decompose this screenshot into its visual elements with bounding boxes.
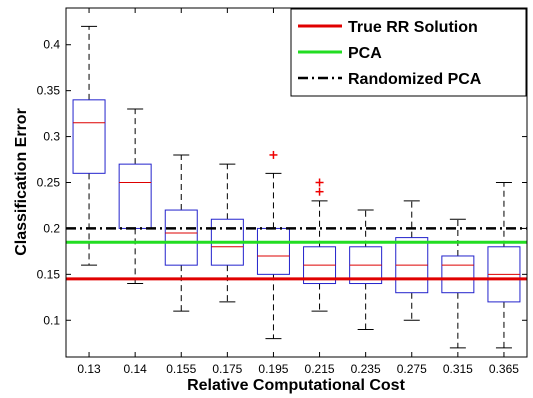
x-tick-label: 0.275 <box>397 362 427 376</box>
box-0.155 <box>164 154 198 312</box>
outlier-marker <box>315 187 324 196</box>
y-tick-label: 0.15 <box>37 267 61 281</box>
box-0.175 <box>210 163 244 303</box>
box-iqr <box>72 99 106 174</box>
box-iqr <box>118 163 152 229</box>
y-axis-label: Classification Error <box>13 108 30 256</box>
y-tick-label: 0.25 <box>37 176 61 190</box>
box-0.195 <box>256 150 290 340</box>
y-tick-label: 0.1 <box>43 313 60 327</box>
box-0.13 <box>72 25 106 266</box>
y-tick-label: 0.3 <box>43 130 60 144</box>
box-iqr <box>256 227 290 275</box>
x-tick-label: 0.195 <box>258 362 288 376</box>
box-0.14 <box>118 108 152 285</box>
x-tick-label: 0.175 <box>212 362 242 376</box>
outlier-marker <box>315 178 324 187</box>
x-tick-label: 0.365 <box>489 362 519 376</box>
x-axis-label: Relative Computational Cost <box>187 377 405 394</box>
legend: True RR Solution PCA Randomized PCA <box>290 8 527 97</box>
legend-label-true-rr: True RR Solution <box>348 19 478 36</box>
box-0.365 <box>487 182 521 349</box>
x-tick-label: 0.235 <box>351 362 381 376</box>
box-iqr <box>441 255 475 294</box>
box-0.235 <box>349 209 383 330</box>
y-tick-label: 0.2 <box>43 221 60 235</box>
box-0.275 <box>395 200 429 321</box>
x-tick-label: 0.215 <box>305 362 335 376</box>
legend-label-pca: PCA <box>348 45 382 62</box>
x-tick-label: 0.155 <box>166 362 196 376</box>
x-tick-label: 0.315 <box>443 362 473 376</box>
y-tick-label: 0.4 <box>43 38 60 52</box>
x-tick-label: 0.14 <box>123 362 147 376</box>
legend-label-randomized-pca: Randomized PCA <box>348 71 482 88</box>
box-0.315 <box>441 218 475 349</box>
outlier-marker <box>269 150 278 159</box>
y-tick-label: 0.35 <box>37 84 61 98</box>
box-0.215 <box>303 178 337 312</box>
box-iqr <box>164 209 198 266</box>
x-tick-label: 0.13 <box>77 362 101 376</box>
